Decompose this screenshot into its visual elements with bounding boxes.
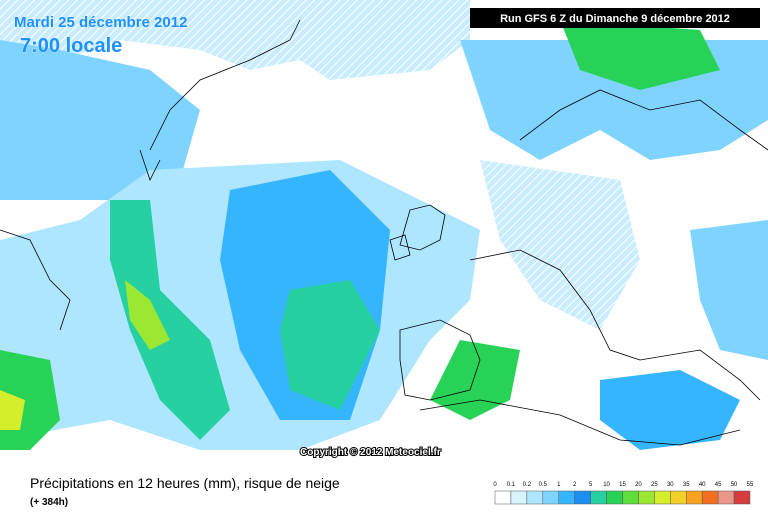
run-box bbox=[470, 8, 760, 28]
legend-swatch bbox=[590, 490, 607, 505]
legend-swatch bbox=[701, 490, 719, 505]
legend-swatch bbox=[526, 490, 544, 505]
legend-label: 0.1 bbox=[507, 482, 516, 488]
legend-label: 0.5 bbox=[539, 482, 548, 488]
legend-swatch bbox=[622, 490, 639, 505]
legend-label: 40 bbox=[699, 482, 706, 488]
legend-label: 25 bbox=[651, 482, 658, 488]
legend-label: 2 bbox=[573, 482, 577, 488]
legend-swatch bbox=[638, 490, 655, 505]
legend-swatch bbox=[558, 490, 575, 505]
legend-label: 30 bbox=[667, 482, 674, 488]
legend-label: 0.2 bbox=[523, 482, 532, 488]
legend: 0 0.1 0.2 0.5 1 2 5 10 15 20 25 30 35 40 45 50 55 bbox=[493, 482, 754, 505]
legend-swatch bbox=[494, 490, 512, 505]
legend-swatch bbox=[654, 490, 671, 505]
map-date: Mardi 25 décembre 2012 bbox=[14, 14, 187, 31]
legend-swatch bbox=[542, 490, 559, 505]
legend-label: 35 bbox=[683, 482, 690, 488]
legend-label: 10 bbox=[603, 482, 610, 488]
copyright: Copyright © 2012 Meteociel.fr bbox=[300, 447, 441, 458]
legend-swatch bbox=[574, 490, 591, 505]
legend-swatch bbox=[606, 490, 623, 505]
run-label: Run GFS 6 Z du Dimanche 9 décembre 2012 bbox=[500, 13, 730, 25]
coastlines bbox=[0, 19, 768, 446]
precipitation-field bbox=[0, 0, 768, 450]
legend-label: 45 bbox=[715, 482, 722, 488]
legend-swatch bbox=[733, 490, 751, 505]
legend-swatch bbox=[717, 490, 735, 505]
footer-subtitle: (+ 384h) bbox=[30, 497, 68, 508]
legend-swatch bbox=[510, 490, 528, 505]
legend-label: 20 bbox=[635, 482, 642, 488]
footer-title: Précipitations en 12 heures (mm), risque… bbox=[30, 475, 340, 491]
legend-label: 0 bbox=[493, 482, 497, 488]
legend-label: 1 bbox=[557, 482, 561, 488]
legend-swatch bbox=[670, 490, 687, 505]
legend-label: 55 bbox=[747, 482, 754, 488]
legend-label: 5 bbox=[589, 482, 593, 488]
map-time: 7:00 locale bbox=[20, 35, 122, 57]
legend-label: 15 bbox=[619, 482, 626, 488]
legend-label: 50 bbox=[731, 482, 738, 488]
legend-swatch bbox=[686, 490, 703, 505]
